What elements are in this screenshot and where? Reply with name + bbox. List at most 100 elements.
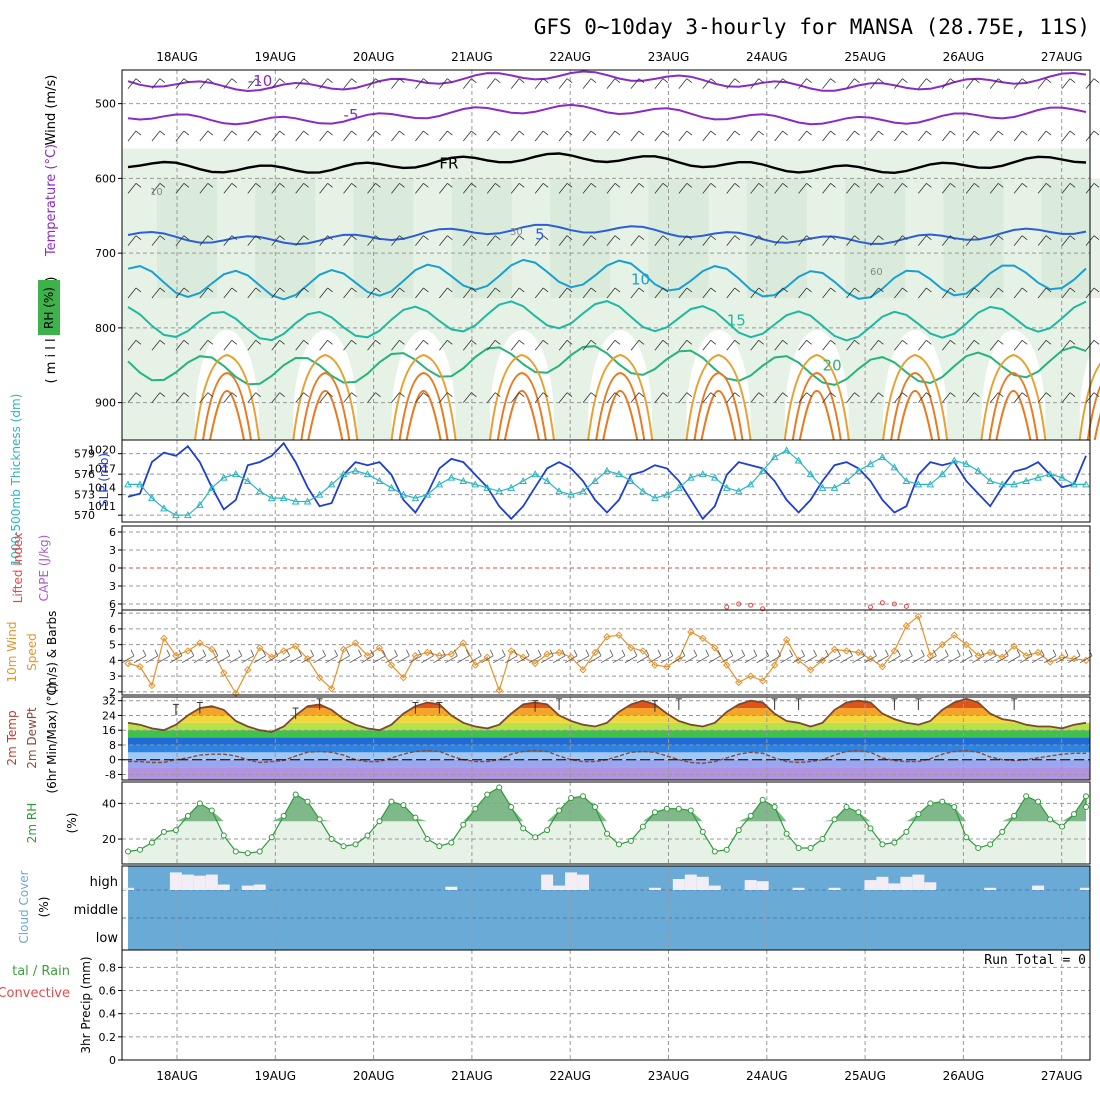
dewpoint-label: 2m DewPt bbox=[25, 707, 39, 769]
wind-speed-marker bbox=[639, 647, 647, 655]
upper-wind-barb bbox=[415, 235, 424, 246]
rh2m-marker bbox=[520, 825, 527, 832]
upper-wind-barb-flag bbox=[231, 235, 238, 240]
upper-wind-barb bbox=[534, 340, 544, 351]
upper-wind-barb bbox=[415, 78, 424, 89]
slp-tick: 1020 bbox=[88, 443, 116, 456]
upper-wind-barb-flag bbox=[471, 287, 477, 293]
upper-wind-barb-flag bbox=[566, 78, 573, 83]
thickness-marker bbox=[279, 494, 288, 502]
wind-barb-flag bbox=[166, 649, 171, 656]
upper-wind-barb-flag bbox=[1045, 339, 1052, 345]
thickness-marker bbox=[675, 483, 683, 491]
wind-barb-flag bbox=[501, 649, 506, 656]
upper-wind-barb-flag bbox=[734, 287, 740, 293]
upper-wind-barb-flag bbox=[351, 183, 357, 188]
wind-barb bbox=[612, 655, 626, 664]
chart-title: GFS 0~10day 3-hourly for MANSA (28.75E, … bbox=[534, 15, 1090, 39]
wind-speed-marker bbox=[244, 666, 252, 674]
upper-wind-barb bbox=[486, 287, 496, 299]
wind-speed-marker bbox=[160, 634, 168, 643]
upper-wind-barb bbox=[822, 130, 831, 142]
wind-barb-flag bbox=[956, 649, 961, 656]
upper-wind-barb bbox=[678, 287, 688, 299]
temperature-tick: 24 bbox=[102, 709, 116, 722]
upper-wind-barb bbox=[630, 235, 640, 246]
upper-wind-barb-flag bbox=[950, 235, 956, 240]
wind-barb-flag bbox=[477, 649, 482, 656]
upper-wind-barb-flag bbox=[974, 392, 980, 397]
upper-wind-barb bbox=[774, 287, 783, 299]
rh2m-marker bbox=[1047, 816, 1054, 823]
upper-wind-barb bbox=[774, 340, 783, 351]
slp-tick: 1014 bbox=[88, 481, 116, 494]
date-label-top: 26AUG bbox=[943, 50, 985, 64]
rh2m-tick: 40 bbox=[102, 797, 116, 810]
upper-wind-barb bbox=[223, 340, 233, 351]
rh2m-marker bbox=[735, 827, 742, 834]
thickness-marker bbox=[722, 483, 731, 491]
wind-speed-marker bbox=[232, 689, 240, 698]
wind-speed-marker bbox=[184, 647, 192, 655]
slp-line bbox=[127, 441, 1087, 521]
upper-wind-barb bbox=[151, 78, 161, 89]
rh2m-fill-light bbox=[128, 787, 1086, 864]
upper-wind-barb bbox=[199, 287, 209, 299]
upper-wind-barb-flag bbox=[566, 235, 573, 240]
thickness-marker bbox=[926, 480, 935, 488]
high-cloud-bar bbox=[553, 885, 566, 890]
upper-wind-barb-flag bbox=[135, 183, 142, 188]
wind-barb-flag bbox=[370, 649, 374, 656]
upper-wind-barb bbox=[894, 340, 903, 351]
upper-wind-barb bbox=[510, 392, 520, 403]
wind-barb-flag bbox=[597, 649, 602, 656]
upper-wind-barb-flag bbox=[638, 287, 645, 293]
wind-barb bbox=[696, 655, 710, 664]
wind-barb-flag bbox=[705, 649, 710, 656]
high-cloud-bar bbox=[876, 876, 889, 890]
upper-wind-barb-flag bbox=[518, 287, 525, 293]
wind-barb bbox=[780, 655, 793, 664]
temperature-contour-5 bbox=[127, 223, 1087, 246]
lifted-index-tick: 3 bbox=[109, 544, 116, 557]
rh2m-marker bbox=[1083, 793, 1089, 800]
upper-wind-barb bbox=[1061, 78, 1071, 89]
rh2m-marker bbox=[795, 844, 802, 851]
upper-wind-barb bbox=[319, 287, 328, 299]
upper-wind-barb-flag bbox=[159, 392, 166, 397]
upper-wind-barb bbox=[343, 183, 352, 194]
upper-wind-barb bbox=[199, 235, 209, 246]
date-label-bottom: 27AUG bbox=[1041, 1069, 1083, 1083]
upper-wind-barb bbox=[965, 340, 975, 351]
upper-wind-barb-flag bbox=[423, 339, 429, 345]
upper-wind-barb bbox=[678, 340, 688, 351]
upper-wind-barb bbox=[918, 130, 927, 142]
upper-wind-barb-flag bbox=[950, 287, 956, 293]
lifted-index-point bbox=[724, 604, 730, 610]
upper-wind-barb bbox=[726, 130, 736, 142]
upper-wind-barb bbox=[199, 392, 209, 403]
upper-wind-barb bbox=[918, 392, 927, 403]
wind-speed-marker bbox=[1034, 648, 1042, 657]
thickness-marker bbox=[471, 480, 480, 488]
high-cloud-bar bbox=[445, 886, 458, 890]
upper-wind-barb bbox=[1061, 287, 1071, 299]
high-cloud-bar bbox=[122, 887, 134, 890]
upper-wind-barb-flag bbox=[926, 235, 932, 240]
temperature-tick: 32 bbox=[102, 695, 116, 708]
thickness-tick: 576 bbox=[74, 468, 95, 481]
wind-barb bbox=[385, 655, 398, 664]
upper-wind-barb bbox=[271, 392, 281, 403]
upper-wind-barb-flag bbox=[638, 235, 645, 240]
upper-wind-barb-flag bbox=[327, 130, 333, 136]
wind-barb-flag bbox=[394, 649, 398, 656]
upper-wind-barb-flag bbox=[375, 287, 381, 293]
upper-wind-barb-flag bbox=[447, 183, 453, 188]
high-cloud-bar bbox=[241, 885, 254, 890]
upper-wind-barb-flag bbox=[758, 339, 764, 345]
text-layer: 18AUG 18AUG 19AUG 19AUG 20AUG 20AUG 21AUG 21AUG… bbox=[0, 50, 1086, 1083]
wind-speed-marker bbox=[579, 666, 587, 674]
wind-speed-marker bbox=[782, 636, 791, 644]
hot-temperature-contour bbox=[988, 371, 1039, 441]
upper-wind-barb-flag bbox=[518, 183, 525, 188]
